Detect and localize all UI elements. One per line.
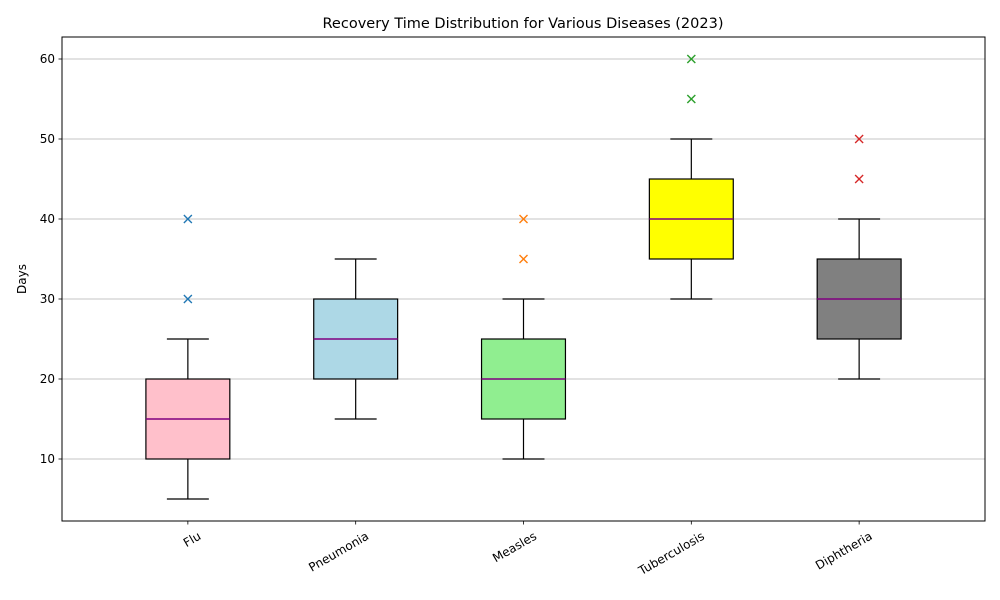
outlier-marker (854, 174, 864, 184)
axes: 10 20 30 40 50 60 Flu Pneumonia Measles Tuberculo… (40, 52, 875, 578)
outlier-stroke (183, 294, 193, 304)
box-tuberculosis (648, 54, 734, 300)
x-tick-label: Tuberculosis (635, 529, 707, 578)
box-flu (145, 214, 231, 500)
outlier-marker (519, 214, 528, 224)
box-diphtheria (816, 134, 902, 380)
x-tick-label: Measles (490, 529, 539, 565)
outlier-marker (854, 134, 864, 144)
outlier-stroke (183, 214, 193, 224)
outlier-stroke (854, 174, 864, 184)
y-tick-label: 60 (40, 52, 55, 66)
outlier-marker (686, 94, 696, 104)
outlier-marker (686, 54, 696, 64)
boxes (145, 54, 902, 500)
x-tick-label: Flu (181, 529, 203, 550)
y-tick-label: 10 (40, 452, 55, 466)
outlier-marker (519, 254, 528, 264)
box-measles (480, 214, 567, 460)
x-tick-label: Pneumonia (306, 529, 371, 575)
chart-title: Recovery Time Distribution for Various D… (323, 16, 724, 32)
outlier-stroke (686, 54, 696, 64)
outlier-stroke (519, 214, 528, 224)
outlier-stroke (854, 134, 864, 144)
x-tick-label: Diphtheria (813, 529, 875, 573)
outlier-marker (183, 214, 193, 224)
y-tick-label: 50 (40, 132, 55, 146)
outlier-marker (183, 294, 193, 304)
outlier-stroke (519, 254, 528, 264)
box-pneumonia (313, 258, 399, 420)
y-axis-label: Days (15, 264, 29, 294)
y-tick-label: 30 (40, 292, 55, 306)
y-tick-label: 20 (40, 372, 55, 386)
y-tick-label: 40 (40, 212, 55, 226)
outlier-stroke (686, 94, 696, 104)
